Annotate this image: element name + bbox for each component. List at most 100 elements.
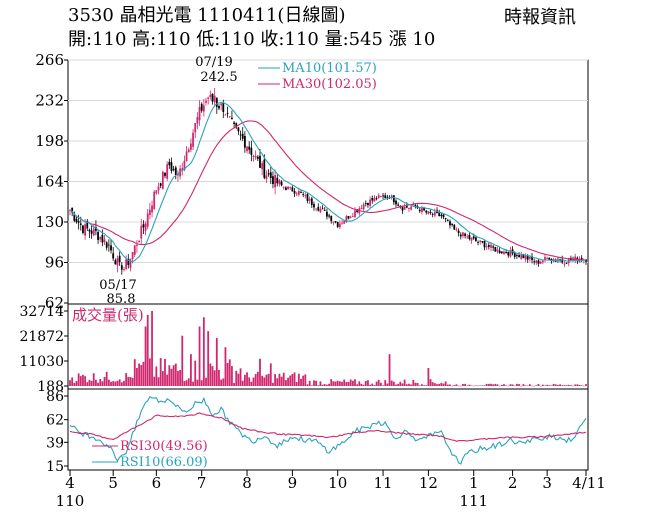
volume-bar: [539, 385, 542, 387]
volume-bar: [304, 374, 307, 386]
volume-bar: [306, 384, 309, 386]
volume-bar: [99, 379, 102, 386]
candle-body: [425, 210, 428, 213]
candle-body: [449, 221, 451, 226]
volume-bar: [148, 358, 151, 386]
volume-bar: [481, 385, 484, 386]
volume-bar: [209, 363, 212, 386]
volume-bar: [272, 382, 274, 386]
candle-body: [429, 212, 432, 213]
volume-bar: [127, 376, 130, 386]
candle-body: [79, 223, 82, 225]
volume-bar: [218, 369, 220, 386]
candle-body: [554, 260, 557, 262]
candle-body: [269, 172, 272, 179]
volume-bar: [317, 385, 320, 386]
candle-body: [123, 269, 125, 270]
volume-bar: [541, 384, 544, 386]
volume-bar: [198, 326, 201, 386]
x-tick-label: 6: [152, 474, 162, 492]
candle-body: [155, 190, 158, 193]
candle-body: [133, 245, 136, 255]
x-tick-label: 12: [419, 474, 438, 492]
volume-bar: [535, 385, 538, 386]
volume-bar: [228, 359, 231, 386]
candle-body: [259, 155, 261, 168]
candle-body: [433, 212, 436, 216]
candle-body: [423, 207, 425, 211]
volume-bar: [103, 376, 106, 386]
candle-body: [302, 194, 305, 195]
volume-bar: [263, 377, 266, 386]
volume-bar: [136, 368, 138, 386]
volume-bar: [578, 384, 581, 386]
volume-bar: [224, 347, 227, 386]
candle-body: [470, 237, 473, 241]
candle-body: [494, 247, 497, 252]
candle-body: [464, 233, 466, 236]
candle-body: [500, 251, 503, 254]
candle-body: [509, 250, 512, 257]
volume-bar: [192, 381, 194, 386]
volume-bar: [552, 383, 555, 386]
x-tick-label: 4/11: [572, 474, 606, 492]
candle-body: [317, 206, 320, 211]
candle-body: [377, 195, 380, 198]
volume-bar: [446, 384, 449, 386]
y-tick-label: 188: [37, 379, 64, 395]
volume-bar: [373, 385, 376, 386]
volume-bar: [569, 385, 572, 386]
candle-body: [233, 122, 235, 125]
candle-body: [222, 102, 225, 113]
volume-bar: [399, 381, 402, 386]
y-tick-label: 39: [46, 435, 64, 451]
candle-body: [278, 180, 281, 185]
volume-bar: [427, 367, 430, 386]
volume-bar: [347, 381, 350, 386]
candle-body: [518, 255, 520, 258]
candle-body: [438, 212, 441, 217]
candle-body: [474, 237, 477, 242]
volume-bar: [261, 375, 264, 386]
volume-bar: [483, 385, 486, 386]
candle-body: [263, 159, 266, 178]
volume-bar: [105, 371, 108, 386]
rsi-panel: 86 62 39 15 RSI30(49.56)RSI10(66.09): [46, 389, 587, 475]
volume-bar: [548, 385, 551, 386]
candle-body: [563, 263, 566, 265]
rsi30-line: [69, 412, 587, 442]
candle-body: [362, 204, 365, 210]
volume-bar: [170, 368, 173, 386]
candle-body: [375, 198, 378, 200]
volume-bar: [336, 380, 339, 386]
candle-body: [332, 221, 335, 223]
volume-bar: [554, 384, 557, 386]
volume-bar: [451, 385, 454, 387]
candle-body: [241, 133, 244, 139]
volume-bar: [477, 385, 479, 387]
volume-bar: [444, 381, 447, 386]
volume-bar: [392, 381, 395, 386]
candle-body: [84, 224, 87, 236]
candle-body: [462, 232, 464, 237]
candle-body: [73, 213, 76, 221]
x-year-label: 110: [56, 492, 85, 510]
candle-body: [524, 256, 527, 260]
candle-body: [200, 103, 203, 111]
volume-bar: [500, 384, 503, 386]
y-tick-label: 96: [45, 254, 64, 272]
candle-body: [231, 117, 233, 120]
volume-bar: [334, 381, 337, 386]
volume-bar: [338, 381, 341, 386]
candle-body: [315, 208, 318, 210]
candle-body: [300, 191, 302, 193]
volume-bar: [326, 384, 328, 386]
candle-body: [522, 254, 525, 259]
candle-body: [455, 229, 458, 231]
volume-bar: [146, 314, 149, 386]
volume-bar: [297, 373, 300, 386]
volume-bar: [308, 380, 311, 386]
volume-bar: [468, 384, 471, 386]
volume-bar: [112, 381, 115, 386]
